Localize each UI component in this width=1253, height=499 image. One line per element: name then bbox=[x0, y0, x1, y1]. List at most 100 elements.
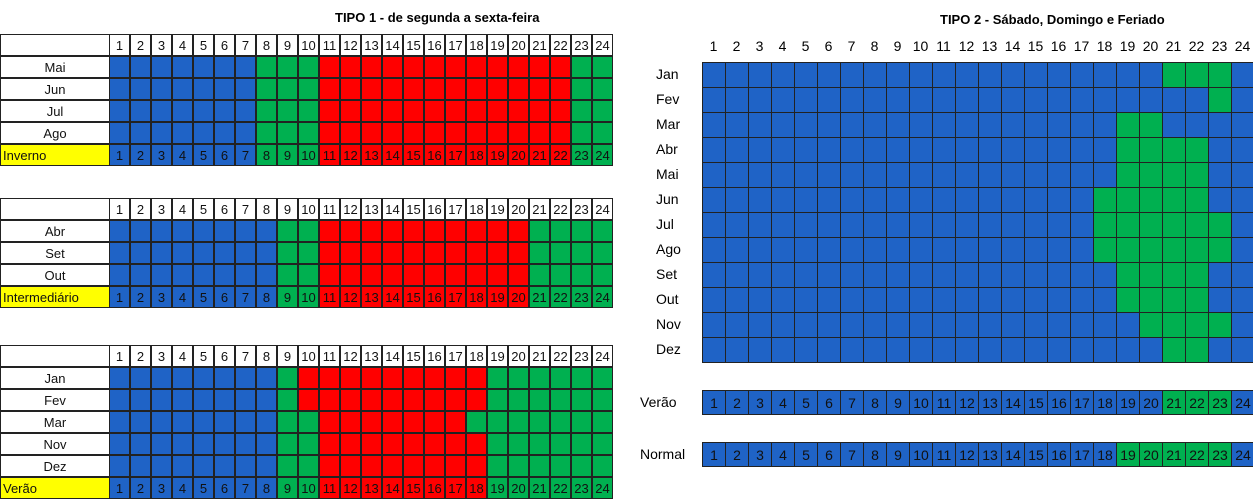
cell bbox=[424, 220, 445, 242]
hour-header: 4 bbox=[172, 198, 193, 220]
cell bbox=[298, 389, 319, 411]
cell bbox=[1162, 337, 1186, 363]
hour-header: 4 bbox=[778, 38, 787, 54]
cell: 6 bbox=[214, 477, 235, 499]
cell: 23 bbox=[1208, 442, 1232, 467]
cell bbox=[550, 264, 571, 286]
cell bbox=[382, 389, 403, 411]
cell bbox=[794, 212, 818, 238]
cell bbox=[1139, 137, 1163, 163]
cell bbox=[817, 137, 841, 163]
cell bbox=[277, 367, 298, 389]
hour-header: 1 bbox=[709, 38, 718, 54]
cell bbox=[403, 78, 424, 100]
cell: 8 bbox=[256, 286, 277, 308]
hour-header: 14 bbox=[1004, 38, 1021, 54]
cell bbox=[909, 87, 933, 113]
hour-header: 6 bbox=[824, 38, 833, 54]
cell bbox=[886, 262, 910, 288]
cell bbox=[193, 389, 214, 411]
cell bbox=[571, 56, 592, 78]
hour-header: 17 bbox=[445, 198, 466, 220]
cell: 8 bbox=[863, 390, 887, 415]
cell: 14 bbox=[382, 286, 403, 308]
cell bbox=[1116, 137, 1140, 163]
cell bbox=[1139, 312, 1163, 338]
hour-header: 6 bbox=[214, 198, 235, 220]
cell bbox=[592, 78, 613, 100]
cell bbox=[445, 220, 466, 242]
cell bbox=[771, 62, 795, 88]
cell bbox=[978, 87, 1002, 113]
cell bbox=[771, 312, 795, 338]
cell bbox=[529, 411, 550, 433]
cell bbox=[445, 411, 466, 433]
cell bbox=[863, 237, 887, 263]
cell bbox=[1070, 162, 1094, 188]
cell bbox=[256, 389, 277, 411]
cell: 3 bbox=[748, 442, 772, 467]
row-label: Mai bbox=[0, 56, 110, 78]
cell: 15 bbox=[403, 477, 424, 499]
title: TIPO 1 - de segunda a sexta-feira bbox=[335, 10, 540, 25]
cell bbox=[1070, 87, 1094, 113]
cell bbox=[235, 411, 256, 433]
cell bbox=[487, 389, 508, 411]
cell bbox=[277, 242, 298, 264]
cell bbox=[319, 78, 340, 100]
cell bbox=[748, 337, 772, 363]
cell bbox=[277, 100, 298, 122]
cell bbox=[298, 78, 319, 100]
cell bbox=[702, 137, 726, 163]
cell bbox=[487, 264, 508, 286]
hour-header: 10 bbox=[298, 198, 319, 220]
cell bbox=[403, 56, 424, 78]
hour-header: 18 bbox=[1096, 38, 1113, 54]
cell bbox=[978, 187, 1002, 213]
hour-header: 17 bbox=[1073, 38, 1090, 54]
cell: 9 bbox=[277, 477, 298, 499]
cell bbox=[1162, 62, 1186, 88]
cell bbox=[487, 411, 508, 433]
cell bbox=[361, 56, 382, 78]
cell bbox=[863, 212, 887, 238]
cell bbox=[794, 62, 818, 88]
cell bbox=[840, 312, 864, 338]
cell bbox=[130, 367, 151, 389]
cell bbox=[1001, 312, 1025, 338]
cell bbox=[840, 137, 864, 163]
cell bbox=[932, 287, 956, 313]
cell bbox=[550, 433, 571, 455]
cell bbox=[592, 264, 613, 286]
cell bbox=[403, 264, 424, 286]
cell bbox=[403, 433, 424, 455]
cell bbox=[361, 100, 382, 122]
row-label: Out bbox=[0, 264, 110, 286]
cell bbox=[771, 212, 795, 238]
cell bbox=[1139, 187, 1163, 213]
row-label: Dez bbox=[656, 341, 681, 357]
cell bbox=[909, 187, 933, 213]
cell bbox=[340, 264, 361, 286]
cell bbox=[550, 411, 571, 433]
cell bbox=[1185, 137, 1209, 163]
cell bbox=[424, 78, 445, 100]
cell bbox=[932, 112, 956, 138]
cell bbox=[151, 389, 172, 411]
hour-header: 18 bbox=[466, 198, 487, 220]
cell bbox=[748, 87, 772, 113]
cell bbox=[978, 162, 1002, 188]
cell bbox=[863, 312, 887, 338]
hour-header: 4 bbox=[172, 34, 193, 56]
cell bbox=[1024, 312, 1048, 338]
cell bbox=[424, 100, 445, 122]
cell bbox=[978, 287, 1002, 313]
cell bbox=[340, 78, 361, 100]
cell: 14 bbox=[1001, 442, 1025, 467]
cell bbox=[298, 264, 319, 286]
cell bbox=[909, 337, 933, 363]
cell: 7 bbox=[235, 286, 256, 308]
cell bbox=[748, 112, 772, 138]
hour-header: 23 bbox=[571, 34, 592, 56]
cell bbox=[214, 220, 235, 242]
